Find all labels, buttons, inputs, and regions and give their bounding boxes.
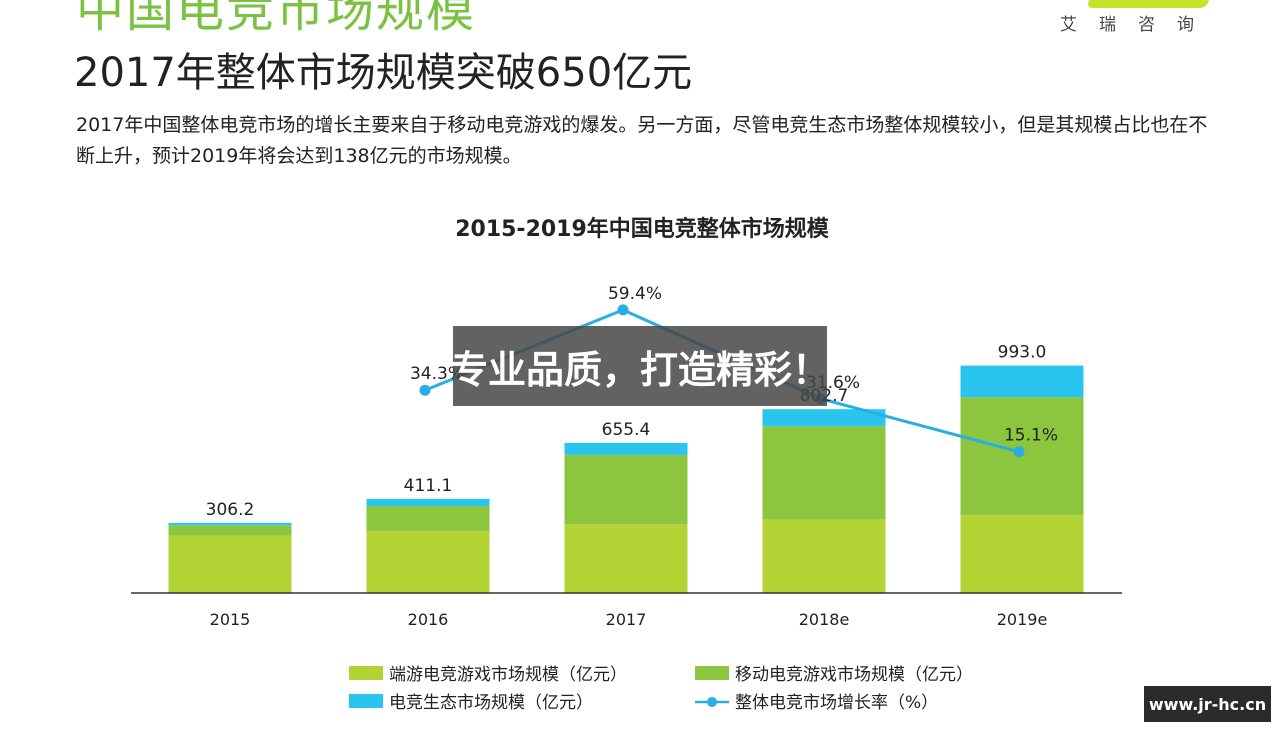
chart-title: 2015-2019年中国电竞整体市场规模 <box>455 216 830 242</box>
bars-layer <box>168 365 1084 593</box>
page-headline: 2017年整体市场规模突破650亿元 <box>74 50 693 96</box>
bar-segment-mobile-2017 <box>564 454 688 525</box>
bar-segment-pc-2017 <box>564 524 688 593</box>
growth-rate-point <box>1013 446 1025 458</box>
legend-swatch-pc <box>349 666 383 680</box>
legend-label-pc: 端游电竞游戏市场规模（亿元） <box>389 665 627 685</box>
legend-label-ecosystem: 电竞生态市场规模（亿元） <box>389 693 593 713</box>
total-value-label: 411.1 <box>404 476 453 496</box>
legend: 端游电竞游戏市场规模（亿元） 移动电竞游戏市场规模（亿元） 电竞生态市场规模（亿… <box>349 665 973 713</box>
legend-label-growth: 整体电竞市场增长率（%） <box>735 693 938 713</box>
bar-segment-pc-2016 <box>366 531 490 593</box>
bar-segment-mobile-2016 <box>366 505 490 532</box>
growth-rate-point <box>419 384 431 396</box>
growth-rate-label: 34.3% <box>410 364 464 384</box>
x-tick-label: 2015 <box>210 610 251 629</box>
x-tick-label: 2017 <box>606 610 647 629</box>
x-tick-label: 2018e <box>799 610 850 629</box>
hero-title: 中国电竞市场规模 <box>76 0 477 38</box>
bar-segment-ecosystem-2018e <box>762 409 886 427</box>
site-watermark: www.jr-hc.cn <box>1144 686 1271 722</box>
promo-overlay-banner: 专业品质，打造精彩！ <box>450 326 830 406</box>
growth-rate-point <box>617 304 629 316</box>
legend-swatch-mobile <box>695 666 729 680</box>
total-value-label: 306.2 <box>206 500 255 520</box>
bar-segment-ecosystem-2017 <box>564 442 688 455</box>
bar-segment-mobile-2015 <box>168 525 292 536</box>
bar-segment-ecosystem-2015 <box>168 522 292 526</box>
legend-label-mobile: 移动电竞游戏市场规模（亿元） <box>735 665 973 685</box>
total-value-label: 993.0 <box>998 343 1047 363</box>
legend-swatch-ecosystem <box>349 694 383 708</box>
x-tick-label: 2019e <box>997 610 1048 629</box>
legend-marker-growth <box>707 697 717 707</box>
bar-segment-ecosystem-2016 <box>366 498 490 506</box>
x-tick-label: 2016 <box>408 610 449 629</box>
bar-segment-ecosystem-2019e <box>960 365 1084 398</box>
description-paragraph: 2017年中国整体电竞市场的增长主要来自于移动电竞游戏的爆发。另一方面，尽管电竞… <box>76 114 1208 167</box>
growth-rate-label: 59.4% <box>608 284 662 304</box>
bar-segment-pc-2019e <box>960 515 1084 593</box>
growth-rate-label: 15.1% <box>1004 426 1058 446</box>
bar-segment-mobile-2018e <box>762 426 886 520</box>
bar-segment-pc-2015 <box>168 535 292 593</box>
bar-segment-pc-2018e <box>762 519 886 593</box>
total-value-label: 655.4 <box>602 420 651 440</box>
brand-name: 艾瑞咨询 <box>1060 15 1216 35</box>
